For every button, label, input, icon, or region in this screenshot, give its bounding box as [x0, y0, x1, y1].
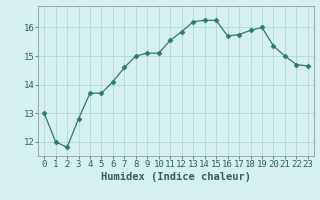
X-axis label: Humidex (Indice chaleur): Humidex (Indice chaleur) — [101, 172, 251, 182]
